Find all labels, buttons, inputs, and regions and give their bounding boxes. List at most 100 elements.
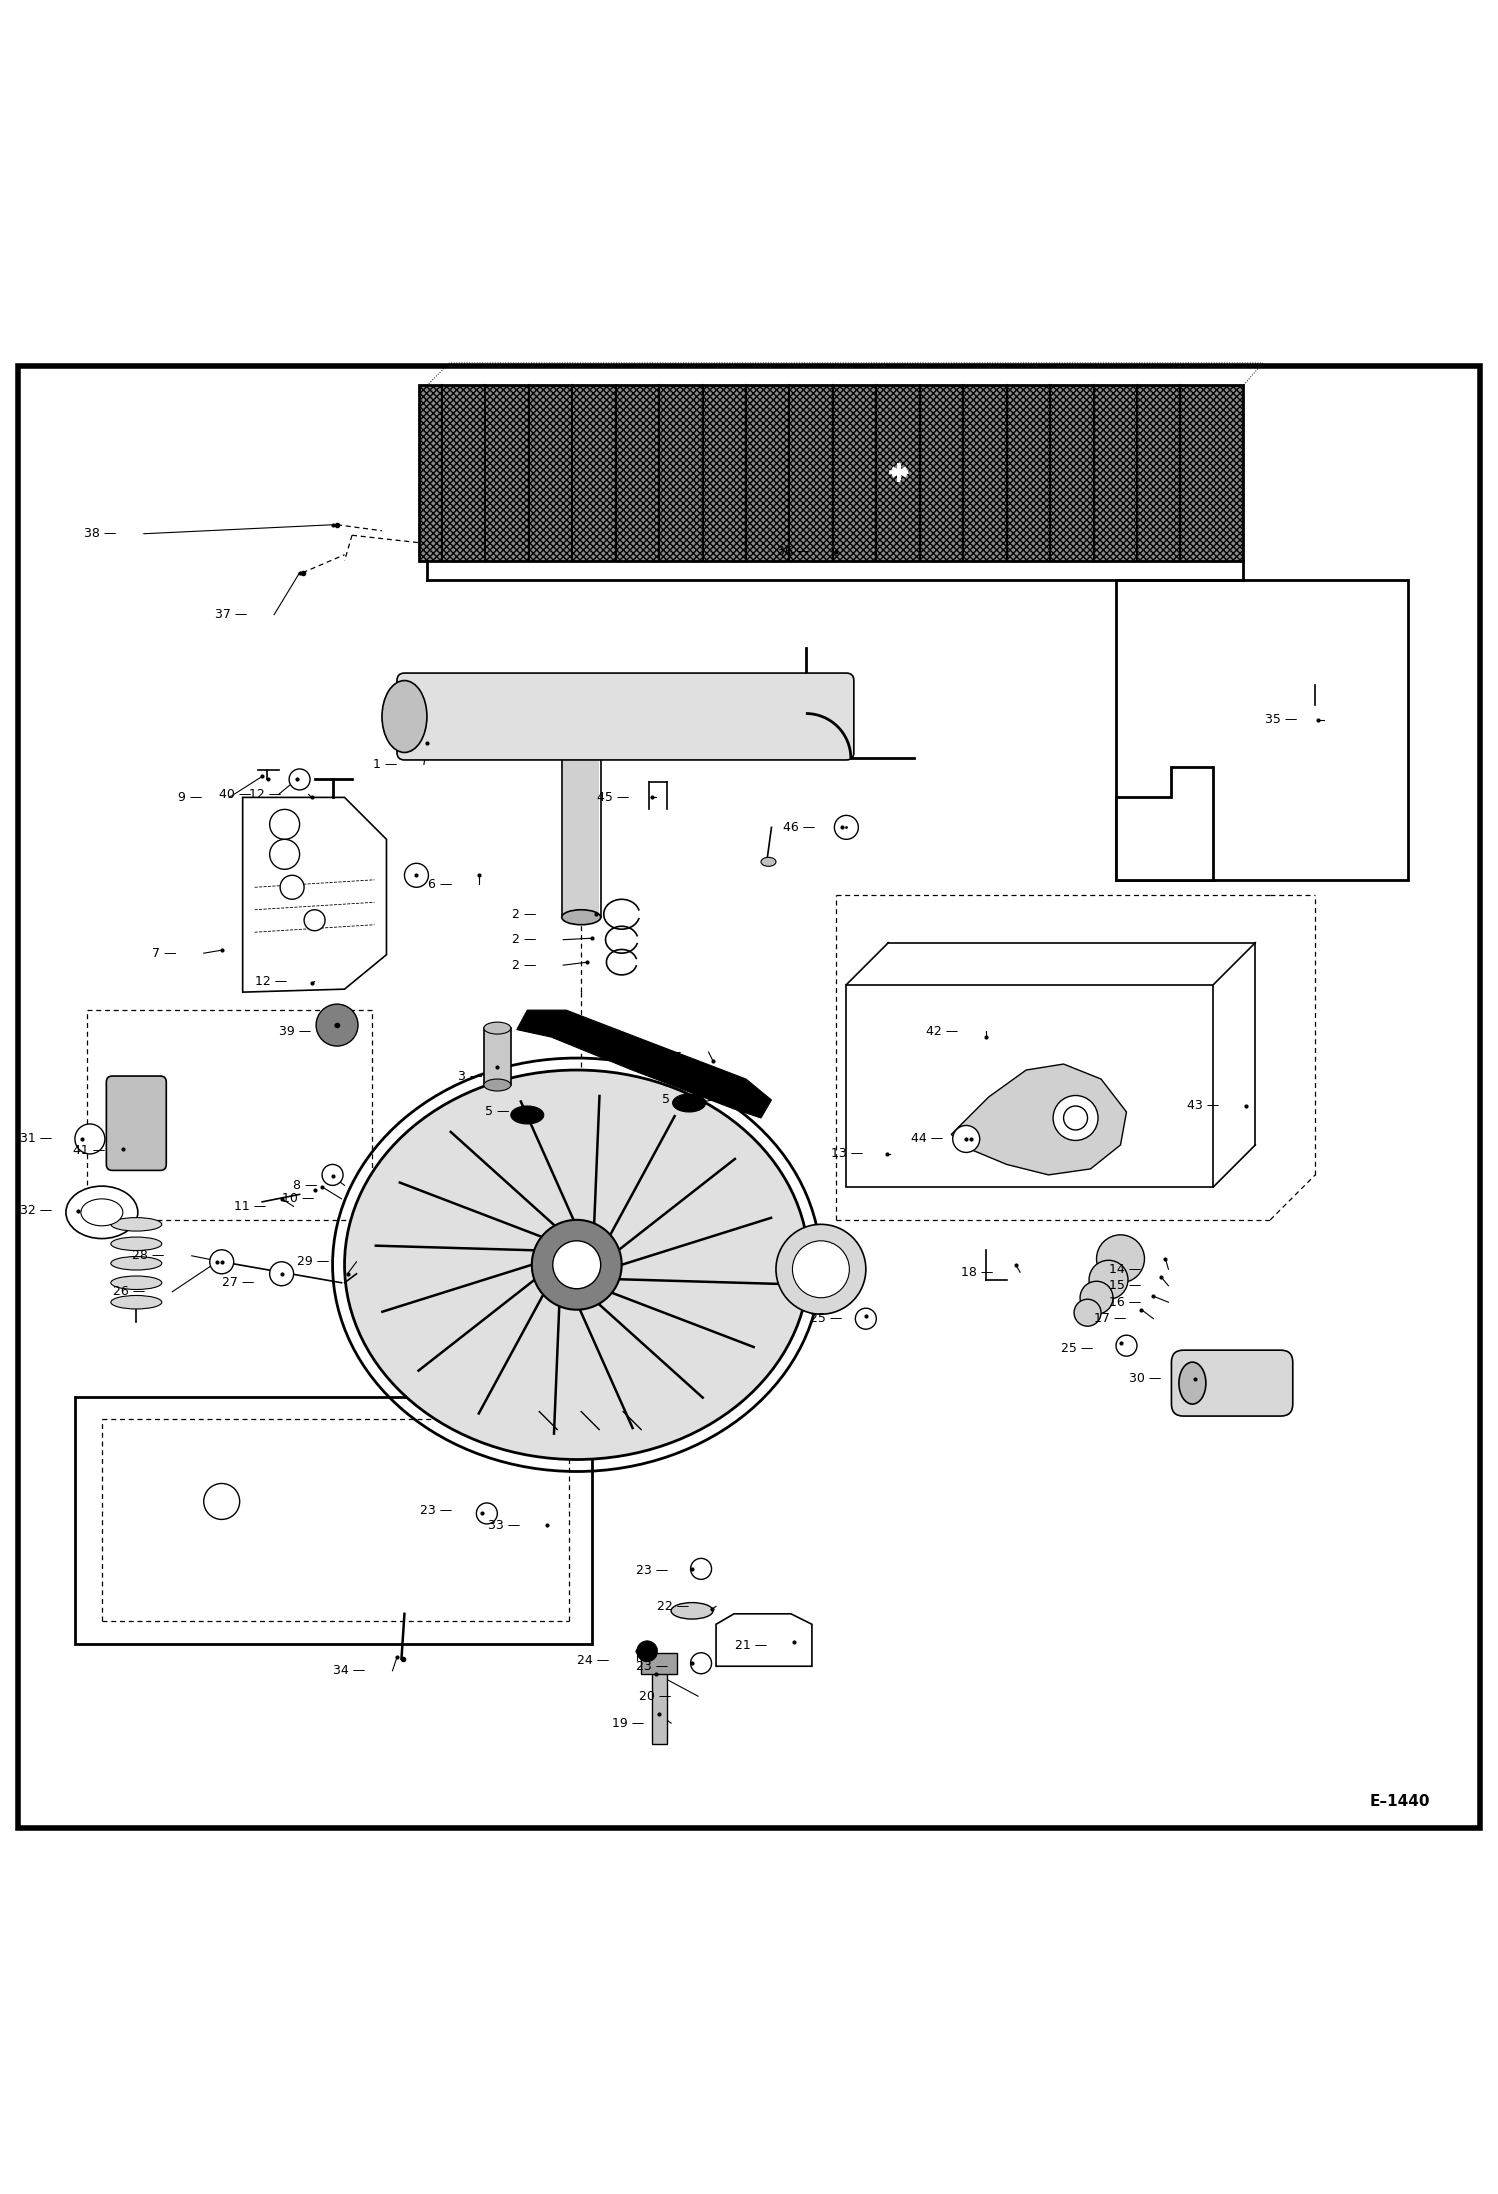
Ellipse shape <box>1179 1362 1206 1404</box>
Ellipse shape <box>345 1071 809 1459</box>
Text: 26 —: 26 — <box>112 1286 145 1299</box>
Text: 14 —: 14 — <box>1109 1264 1141 1275</box>
Circle shape <box>270 1262 294 1286</box>
Ellipse shape <box>673 1095 706 1112</box>
Circle shape <box>204 1483 240 1520</box>
Ellipse shape <box>792 1242 849 1297</box>
Ellipse shape <box>81 1198 123 1226</box>
Text: 40 —: 40 — <box>219 788 252 801</box>
FancyBboxPatch shape <box>1171 1349 1293 1415</box>
Text: 23 —: 23 — <box>635 1659 668 1672</box>
Circle shape <box>289 768 310 790</box>
Polygon shape <box>951 1064 1126 1176</box>
Text: 4 —: 4 — <box>658 1047 682 1058</box>
Text: +: + <box>885 459 912 489</box>
Ellipse shape <box>511 1106 544 1123</box>
Text: 2 —: 2 — <box>512 908 536 921</box>
Text: 28 —: 28 — <box>132 1248 165 1262</box>
Bar <box>75 1398 592 1643</box>
Circle shape <box>637 1641 658 1661</box>
Circle shape <box>75 1123 105 1154</box>
Circle shape <box>691 1652 712 1674</box>
Ellipse shape <box>484 1022 511 1033</box>
Circle shape <box>270 840 300 869</box>
Polygon shape <box>716 1615 812 1665</box>
Text: 2 —: 2 — <box>512 932 536 946</box>
Text: 42 —: 42 — <box>926 1025 959 1038</box>
Text: 6 —: 6 — <box>428 878 452 891</box>
Text: 9 —: 9 — <box>178 790 202 803</box>
Text: 1 —: 1 — <box>373 757 397 770</box>
Circle shape <box>834 816 858 840</box>
Circle shape <box>1089 1259 1128 1299</box>
Text: ✱: ✱ <box>890 463 908 485</box>
Text: 36 —: 36 — <box>776 546 809 557</box>
Text: 12 —: 12 — <box>249 788 282 801</box>
Text: 11 —: 11 — <box>234 1200 267 1213</box>
Circle shape <box>691 1558 712 1580</box>
Ellipse shape <box>111 1218 162 1231</box>
Circle shape <box>855 1308 876 1330</box>
Ellipse shape <box>761 858 776 867</box>
Polygon shape <box>243 796 386 992</box>
Ellipse shape <box>776 1224 866 1314</box>
Text: 33 —: 33 — <box>487 1518 520 1531</box>
Text: 21 —: 21 — <box>734 1639 767 1652</box>
Ellipse shape <box>671 1602 713 1619</box>
Text: E–1440: E–1440 <box>1371 1792 1431 1808</box>
Circle shape <box>322 1165 343 1185</box>
Text: 12 —: 12 — <box>255 974 288 987</box>
Text: 45 —: 45 — <box>596 790 629 803</box>
FancyBboxPatch shape <box>397 674 854 759</box>
Circle shape <box>476 1503 497 1525</box>
Text: 3 —: 3 — <box>458 1068 482 1082</box>
Ellipse shape <box>111 1237 162 1251</box>
Circle shape <box>404 862 428 886</box>
Circle shape <box>1074 1299 1101 1325</box>
Text: 16 —: 16 — <box>1109 1297 1141 1310</box>
Ellipse shape <box>382 680 427 753</box>
Circle shape <box>304 911 325 930</box>
Circle shape <box>1097 1235 1144 1283</box>
Circle shape <box>532 1220 622 1310</box>
Text: 13 —: 13 — <box>830 1147 863 1161</box>
Ellipse shape <box>66 1187 138 1240</box>
Text: 17 —: 17 — <box>1094 1312 1126 1325</box>
Text: 22 —: 22 — <box>656 1599 689 1613</box>
Ellipse shape <box>484 1079 511 1090</box>
Text: 39 —: 39 — <box>279 1025 312 1038</box>
Text: 25 —: 25 — <box>809 1312 842 1325</box>
Text: 27 —: 27 — <box>222 1277 255 1290</box>
Circle shape <box>1080 1281 1113 1314</box>
Text: 20 —: 20 — <box>638 1689 671 1703</box>
Polygon shape <box>517 1009 771 1119</box>
Ellipse shape <box>562 911 601 924</box>
Polygon shape <box>1116 579 1408 880</box>
Text: 2 —: 2 — <box>512 959 536 972</box>
Text: 7 —: 7 — <box>153 946 177 959</box>
Bar <box>846 985 1213 1187</box>
Text: 10 —: 10 — <box>282 1191 315 1205</box>
Circle shape <box>1053 1095 1098 1141</box>
FancyBboxPatch shape <box>106 1075 166 1169</box>
Circle shape <box>553 1242 601 1288</box>
Text: 31 —: 31 — <box>19 1132 52 1145</box>
Text: 18 —: 18 — <box>960 1266 993 1279</box>
Text: 32 —: 32 — <box>19 1205 52 1218</box>
Text: 24 —: 24 — <box>577 1654 610 1667</box>
Circle shape <box>210 1251 234 1275</box>
Circle shape <box>1064 1106 1088 1130</box>
Text: 15 —: 15 — <box>1109 1279 1141 1292</box>
Text: 35 —: 35 — <box>1264 713 1297 726</box>
Circle shape <box>280 875 304 900</box>
Text: 34 —: 34 — <box>333 1665 366 1676</box>
Ellipse shape <box>111 1257 162 1270</box>
Ellipse shape <box>111 1277 162 1290</box>
Text: 30 —: 30 — <box>1128 1371 1161 1384</box>
Text: 41 —: 41 — <box>72 1145 105 1158</box>
Text: 29 —: 29 — <box>297 1255 330 1268</box>
Ellipse shape <box>111 1294 162 1310</box>
Text: 44 —: 44 — <box>911 1132 944 1145</box>
Text: 23 —: 23 — <box>635 1564 668 1577</box>
Bar <box>652 1665 667 1744</box>
